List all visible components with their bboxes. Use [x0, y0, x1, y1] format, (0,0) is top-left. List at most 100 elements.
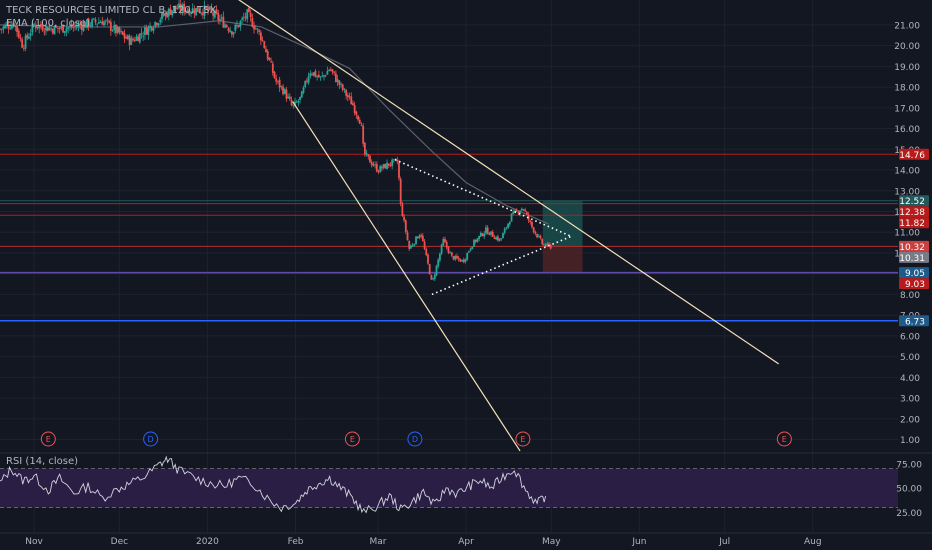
candle-body: [217, 12, 220, 20]
candle-body: [391, 159, 394, 166]
price-tick-label: 3.00: [900, 395, 920, 405]
candle-body: [399, 178, 402, 204]
trendlines[interactable]: [233, 0, 779, 452]
candle-body: [103, 21, 105, 26]
candle-body: [428, 264, 431, 275]
candle-body: [190, 12, 192, 14]
candle-body: [0, 28, 3, 30]
price-tick-label: 18.00: [894, 84, 920, 94]
candle-body: [549, 244, 552, 249]
candle-body: [181, 4, 184, 12]
price-tick-label: 5.00: [900, 353, 920, 363]
candle-body: [41, 25, 44, 31]
triangle-line: [394, 158, 572, 238]
candle-body: [236, 25, 238, 27]
candle-body: [505, 227, 508, 229]
price-tag: [899, 278, 929, 290]
candle-body: [382, 164, 385, 168]
candle-body: [162, 13, 165, 16]
candle-body: [184, 10, 187, 13]
candle-body: [191, 8, 194, 13]
candle-body: [275, 78, 278, 82]
candle-body: [452, 256, 455, 260]
candle-body: [421, 235, 424, 242]
candle-body: [145, 28, 148, 35]
candle-body: [157, 23, 160, 26]
candle-body: [519, 210, 521, 214]
event-marker-letter: E: [782, 435, 787, 444]
candle-body: [248, 7, 250, 13]
time-axis[interactable]: Nov Dec 2020 Feb Mar Apr May Jun Jul Aug: [25, 537, 821, 547]
candle-body: [295, 101, 298, 103]
candle-body: [69, 25, 71, 28]
candle-body: [302, 87, 305, 93]
event-marker-letter: E: [46, 435, 51, 444]
candle-body: [227, 28, 230, 31]
candle-body: [285, 89, 288, 99]
price-tag-label: 12.38: [899, 208, 925, 218]
candle-body: [249, 12, 252, 17]
candle-body: [297, 101, 300, 103]
candle-body: [222, 16, 225, 28]
candle-body: [219, 19, 221, 21]
candle-body: [259, 32, 262, 41]
candle-body: [423, 241, 426, 249]
candle-body: [321, 75, 324, 77]
candle-body: [29, 33, 32, 36]
candle-body: [43, 31, 46, 33]
candle-body: [340, 83, 342, 85]
horizontal-levels[interactable]: [0, 153, 898, 322]
candle-body: [36, 26, 39, 29]
candle-body: [33, 24, 36, 26]
candle-body: [456, 255, 458, 259]
stop-zone: [542, 246, 583, 274]
candle-body: [299, 96, 301, 100]
candle-body: [97, 21, 100, 24]
candle-body: [485, 227, 487, 234]
price-tag: [899, 251, 929, 263]
candle-body: [130, 37, 133, 45]
candle-body: [532, 227, 535, 233]
candle-body: [135, 36, 138, 41]
candle-body: [144, 27, 146, 35]
candle-body: [138, 33, 141, 43]
candle-body: [319, 76, 322, 78]
candle-body: [329, 69, 332, 71]
time-tick-label: Dec: [111, 537, 128, 547]
candle-body: [413, 243, 416, 246]
candle-body: [55, 27, 58, 29]
candle-body: [352, 103, 354, 106]
candle-body: [502, 233, 504, 239]
candle-body: [213, 10, 216, 18]
event-marker-letter: D: [148, 435, 154, 444]
price-tag-label: 10.31: [899, 254, 925, 264]
candle-body: [120, 31, 122, 32]
candle-body: [457, 257, 460, 260]
time-tick-label: Mar: [369, 537, 386, 547]
candle-body: [99, 22, 102, 23]
candle-body: [123, 33, 126, 39]
candle-body: [111, 30, 114, 32]
candle-body: [9, 28, 12, 30]
candle-body: [483, 233, 486, 237]
candle-body: [512, 211, 515, 214]
candle-body: [476, 238, 479, 242]
price-tag: [899, 148, 929, 160]
candle-body: [309, 73, 312, 77]
price-axis[interactable]: 1.002.003.004.005.006.007.008.009.0010.0…: [894, 21, 929, 446]
price-tag: [899, 240, 929, 252]
candle-body: [121, 31, 124, 35]
position-tool[interactable]: [542, 200, 583, 274]
candle-body: [207, 7, 209, 11]
candle-body: [454, 255, 457, 260]
candle-body: [420, 234, 423, 237]
time-tick-label: Nov: [25, 537, 43, 547]
candle-body: [392, 159, 395, 161]
price-tick-label: 16.00: [894, 125, 920, 135]
candle-body: [300, 91, 303, 98]
rsi-legend: RSI (14, close): [6, 456, 79, 467]
candle-body: [435, 265, 438, 276]
